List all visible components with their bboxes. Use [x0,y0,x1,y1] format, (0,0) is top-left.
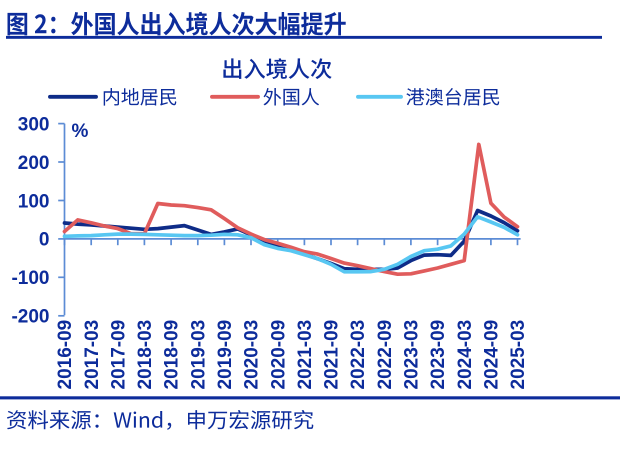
svg-text:2017-09: 2017-09 [108,320,129,390]
svg-text:%: % [72,121,89,142]
svg-text:2018-03: 2018-03 [135,320,156,390]
svg-text:0: 0 [39,230,50,251]
svg-text:2018-09: 2018-09 [162,320,183,390]
svg-text:2023-03: 2023-03 [402,320,423,390]
svg-text:200: 200 [18,153,50,174]
svg-text:-200: -200 [11,307,49,328]
svg-text:2020-03: 2020-03 [242,320,263,390]
svg-text:-100: -100 [11,268,49,289]
svg-text:2022-09: 2022-09 [375,320,396,390]
svg-text:2019-09: 2019-09 [215,320,236,390]
svg-text:2021-09: 2021-09 [322,320,343,390]
svg-text:2024-03: 2024-03 [455,320,476,390]
svg-text:2023-09: 2023-09 [428,320,449,390]
svg-text:2024-09: 2024-09 [482,320,503,390]
svg-text:2017-03: 2017-03 [82,320,103,390]
svg-text:2019-03: 2019-03 [188,320,209,390]
svg-text:300: 300 [18,114,50,135]
svg-text:2021-03: 2021-03 [295,320,316,390]
svg-text:2016-09: 2016-09 [55,320,76,390]
svg-text:2025-03: 2025-03 [508,320,529,390]
svg-text:2020-09: 2020-09 [268,320,289,390]
svg-text:2022-03: 2022-03 [348,320,369,390]
svg-text:100: 100 [18,191,50,212]
